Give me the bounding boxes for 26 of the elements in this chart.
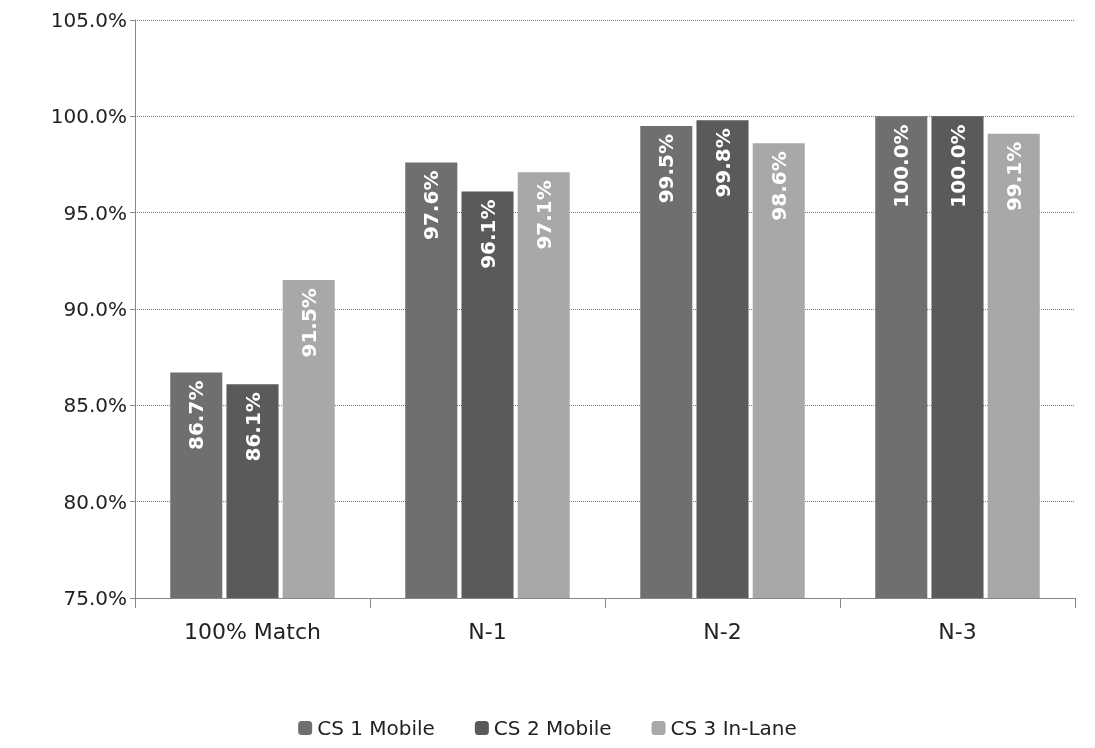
data-label: 86.1% — [240, 392, 265, 462]
data-label: 96.1% — [475, 199, 500, 269]
y-tick-label: 80.0% — [63, 489, 127, 514]
y-tick-label: 95.0% — [63, 200, 127, 225]
x-tick-label: 100% Match — [183, 618, 322, 644]
x-tick-label: N-1 — [468, 618, 507, 644]
data-label: 86.7% — [184, 380, 209, 450]
legend-label: CS 1 Mobile — [317, 716, 435, 740]
y-tick-label: 75.0% — [63, 586, 127, 610]
data-label: 91.5% — [296, 288, 321, 358]
legend-label: CS 3 In-Lane — [670, 716, 797, 740]
data-label: 99.8% — [710, 128, 735, 198]
data-label: 100.0% — [945, 124, 970, 208]
y-tick-label: 100.0% — [50, 104, 127, 129]
x-tick-label: N-2 — [703, 618, 742, 644]
data-label: 99.5% — [654, 133, 679, 204]
data-label: 99.1% — [1001, 141, 1026, 212]
legend-label: CS 2 Mobile — [493, 716, 612, 740]
x-tick-label: N-3 — [938, 618, 977, 644]
data-label: 97.6% — [419, 170, 444, 240]
data-label: 98.6% — [766, 151, 791, 221]
y-tick-label: 105.0% — [50, 8, 127, 32]
data-label: 100.0% — [889, 124, 914, 208]
y-tick-label: 90.0% — [63, 297, 127, 321]
y-tick-label: 85.0% — [63, 393, 127, 418]
data-label: 97.1% — [531, 180, 556, 250]
